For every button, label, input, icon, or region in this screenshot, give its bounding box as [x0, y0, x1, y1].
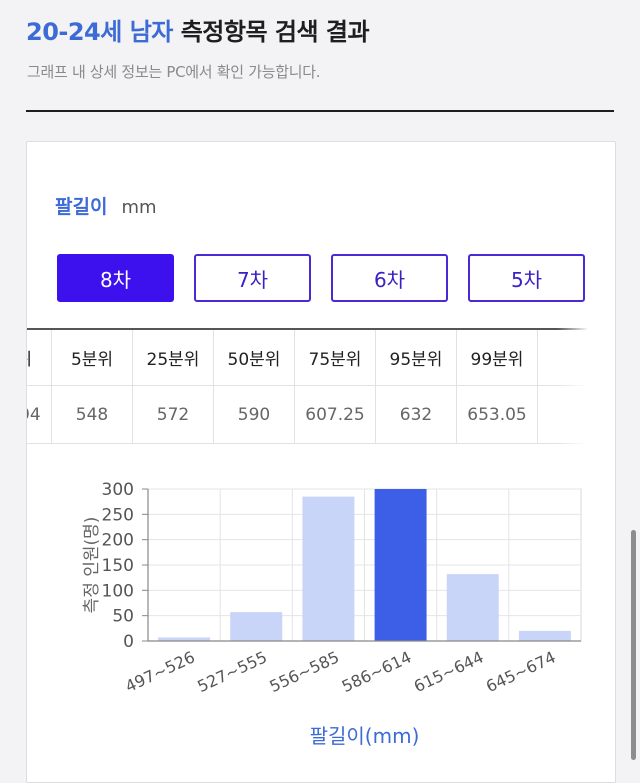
measurement-unit: mm	[121, 197, 157, 218]
table-scroll-fade	[557, 328, 587, 444]
percentile-value-p75: 607.25	[295, 386, 376, 443]
bar-497~526	[158, 637, 211, 641]
percentile-header-p25: 25분위	[133, 330, 214, 385]
distribution-chart: 0 50 100 150 200 250 300 497~526527~555556~5855…	[82, 480, 582, 748]
y-tick-label: 100	[102, 581, 134, 601]
page-title-rest: 측정항목 검색 결과	[180, 18, 370, 46]
y-tick-label: 0	[123, 632, 134, 652]
measurement-title: 팔길이 mm	[55, 192, 157, 219]
percentile-value-p99: 653.05	[457, 386, 538, 443]
y-axis-title: 측정 인원(명)	[82, 517, 102, 614]
bar-556~585	[302, 496, 355, 641]
percentile-header-p95: 95분위	[376, 330, 457, 385]
y-tick-label: 50	[112, 607, 134, 627]
percentile-value-p25: 572	[133, 386, 214, 443]
y-tick-label: 150	[102, 556, 134, 576]
header-divider	[26, 110, 614, 112]
page-scrollbar[interactable]	[631, 530, 636, 760]
x-tick-label: 497~526	[122, 647, 198, 696]
percentile-header-p99: 99분위	[457, 330, 538, 385]
x-tick-label: 556~585	[267, 647, 343, 696]
bar-527~555	[230, 612, 283, 641]
percentile-table[interactable]: 1분위 5분위 25분위 50분위 75분위 95분위 99분위 530.94 …	[27, 328, 587, 444]
bar-645~674	[518, 630, 571, 641]
tab-round-5[interactable]: 5차	[468, 254, 585, 302]
x-tick-label: 527~555	[194, 647, 270, 696]
percentile-header-p50: 50분위	[214, 330, 295, 385]
tab-round-7[interactable]: 7차	[194, 254, 311, 302]
bar-586~614	[374, 489, 427, 641]
page-header: 20-24세 남자 측정항목 검색 결과 그래프 내 상세 정보는 PC에서 확…	[0, 0, 640, 140]
result-card: 팔길이 mm 8차 7차 6차 5차 1분위 5분위 25분위 50분위 75분…	[26, 141, 616, 783]
percentile-value-p50: 590	[214, 386, 295, 443]
percentile-header-p1: 1분위	[27, 330, 52, 385]
page-subtitle: 그래프 내 상세 정보는 PC에서 확인 가능합니다.	[27, 63, 321, 81]
measurement-name: 팔길이	[55, 196, 108, 218]
percentile-header-p5: 5분위	[52, 330, 133, 385]
y-tick-label: 200	[102, 531, 134, 551]
percentile-value-row: 530.94 548 572 590 607.25 632 653.05	[27, 385, 587, 444]
x-tick-label: 645~674	[483, 647, 559, 696]
bar-615~644	[446, 574, 499, 641]
percentile-value-p1: 530.94	[27, 386, 52, 443]
tab-round-8[interactable]: 8차	[57, 254, 174, 302]
page-title-highlight: 20-24세 남자	[26, 18, 173, 46]
percentile-value-p95: 632	[376, 386, 457, 443]
page-title: 20-24세 남자 측정항목 검색 결과	[26, 12, 370, 47]
percentile-header-row: 1분위 5분위 25분위 50분위 75분위 95분위 99분위	[27, 328, 587, 385]
percentile-value-p5: 548	[52, 386, 133, 443]
x-axis-title: 팔길이(mm)	[310, 724, 420, 748]
tab-round-6[interactable]: 6차	[331, 254, 448, 302]
x-tick-label: 586~614	[339, 647, 415, 696]
x-tick-label: 615~644	[411, 647, 487, 696]
y-tick-label: 250	[102, 505, 134, 525]
y-tick-label: 300	[102, 480, 134, 500]
percentile-header-p75: 75분위	[295, 330, 376, 385]
